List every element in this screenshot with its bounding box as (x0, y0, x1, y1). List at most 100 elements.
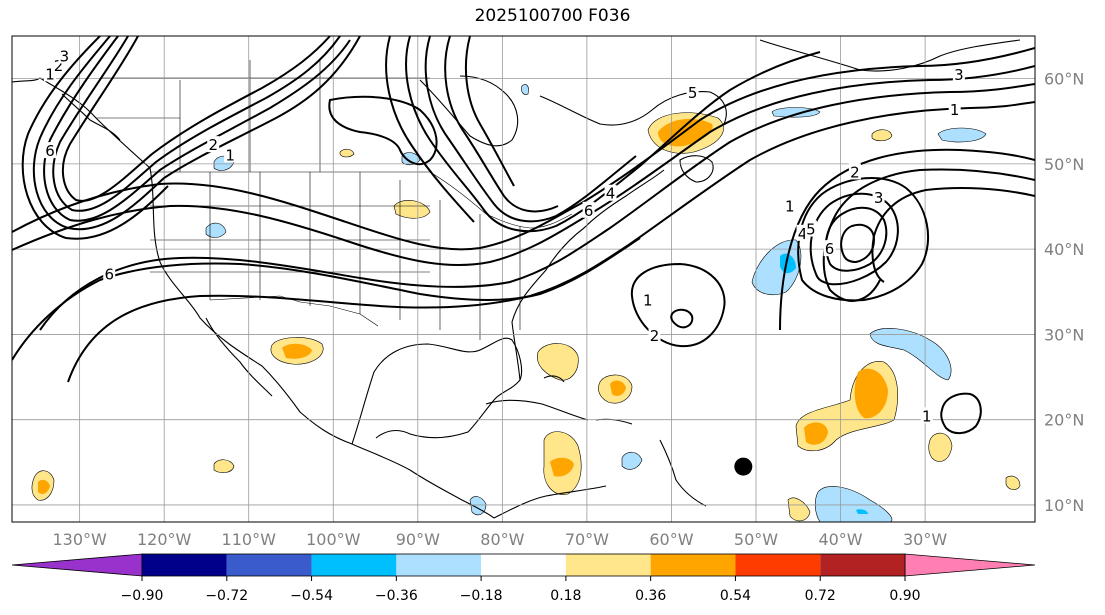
lon-tick-label: 70°W (565, 530, 609, 549)
colorbar-tick-label: 0.72 (805, 588, 836, 604)
contour-label-bg (872, 189, 885, 205)
contour-label: 1 (225, 146, 235, 164)
contour-label-bg (103, 265, 116, 282)
contour-label: 6 (104, 266, 114, 284)
contour-westerly-2 (12, 65, 1035, 267)
contour-label: 2 (850, 163, 860, 181)
colorbar-segment (735, 554, 821, 576)
contour-atlantic-low-7 (797, 177, 929, 302)
contour-label: 6 (825, 240, 835, 258)
contour-label: 1 (922, 407, 932, 425)
contour-ridge-1 (405, 36, 821, 233)
contour-label: 1 (950, 101, 960, 119)
lat-tick-label: 50°N (1044, 155, 1084, 174)
gridlines (12, 36, 1035, 522)
colorbar-segment (396, 554, 482, 576)
contour-label: 6 (584, 202, 594, 220)
colorbar-segment (311, 554, 397, 576)
colorbar-over-extend (904, 553, 1036, 577)
lat-tick-label: 20°N (1044, 411, 1084, 430)
lat-tick-label: 30°N (1044, 325, 1084, 344)
colorbar-segment (481, 554, 566, 576)
contour-hudson (328, 95, 438, 166)
contour-label-bg (686, 84, 699, 101)
contour-trough-pacific-5 (21, 36, 169, 240)
colorbar-tick-label: −0.72 (205, 588, 248, 604)
colorbar-tick-label: 0.90 (889, 588, 920, 604)
contour-label-bg (207, 136, 220, 153)
colorbar-tick-label: −0.90 (121, 588, 164, 604)
lon-tick-label: 120°W (137, 530, 192, 549)
lon-tick-label: 30°W (903, 530, 947, 549)
lon-tick-label: 60°W (649, 530, 693, 549)
contour-atlantic-low-2 (822, 168, 1035, 302)
contour-trough-pacific-1 (43, 36, 351, 222)
lon-tick-label: 80°W (480, 530, 524, 549)
lon-tick-label: 40°W (818, 530, 862, 549)
contour-label-bg (641, 291, 654, 308)
colorbar-segment (820, 554, 905, 576)
contour-westerly-3 (39, 83, 1035, 331)
contour-label: 4 (798, 225, 808, 243)
lon-tick-label: 50°W (734, 530, 778, 549)
colorbar-tick-label: 0.54 (720, 588, 751, 604)
colorbar-tick-label: 0.36 (635, 588, 666, 604)
contour-label-bg (44, 142, 57, 159)
colorbar-frame (141, 553, 906, 577)
contour-label-bg (783, 197, 796, 214)
storm-marker (734, 457, 753, 476)
contour-label-bg (920, 407, 933, 424)
contour-label: 1 (45, 65, 55, 83)
contour-label: 1 (643, 291, 653, 309)
contour-label: 2 (208, 136, 218, 154)
lon-tick-label: 110°W (222, 530, 277, 549)
contour-label: 1 (785, 198, 795, 216)
contour-atlantic-low-6 (840, 223, 876, 264)
contour-label: 2 (650, 327, 660, 345)
lat-tick-label: 40°N (1044, 240, 1084, 259)
contour-label-bg (224, 146, 237, 163)
colorbar-tick-label: 0.18 (550, 588, 581, 604)
colorbar-segment (650, 554, 736, 576)
contour-trough-pacific-3 (61, 36, 331, 202)
contour-east-atlantic (940, 392, 982, 434)
political-borders (96, 60, 573, 340)
contour-label: 2 (54, 57, 64, 75)
contour-label: 6 (45, 142, 55, 160)
contour-label-bg (582, 201, 595, 218)
contour-westerly-5 (12, 237, 641, 361)
shading-layer (31, 84, 1021, 522)
contour-label: 4 (606, 185, 616, 203)
colorbar-segment (142, 554, 227, 576)
contour-label-bg (58, 47, 71, 64)
lon-tick-label: 90°W (396, 530, 440, 549)
latitude-labels: 60°N 50°N 40°N 30°N 20°N 10°N (1044, 70, 1084, 515)
colorbar-tick-label: −0.36 (375, 588, 418, 604)
contour-label: 5 (688, 84, 698, 102)
contour-label-bg (952, 66, 965, 83)
contour-central-atlantic-2 (670, 308, 694, 329)
negative-anomaly-atlantic-east (869, 328, 952, 381)
contour-atlantic-low-4 (809, 192, 899, 286)
contour-label-bg (948, 101, 961, 118)
map-border (11, 35, 1036, 523)
contour-westerly-1 (12, 47, 1035, 251)
contour-atlantic-low-5 (825, 206, 888, 272)
contour-label-bg (604, 184, 617, 201)
contour-ridge-4 (464, 36, 515, 187)
contour-label-bg (848, 163, 861, 180)
contour-label: 3 (60, 47, 70, 65)
colorbar-segment (226, 554, 312, 576)
contour-label-bg (648, 327, 661, 344)
contour-label: 3 (954, 66, 964, 84)
colorbar-tick-label: −0.18 (460, 588, 503, 604)
contour-ridge-2 (424, 36, 637, 223)
lat-tick-label: 10°N (1044, 496, 1084, 515)
colorbar: −0.90 −0.72 −0.54 −0.36 −0.18 0.18 0.36 0.54 0.7… (11, 553, 1036, 604)
lat-tick-label: 60°N (1044, 70, 1084, 89)
colorbar-tick-label: −0.54 (290, 588, 333, 604)
lon-tick-label: 100°W (306, 530, 361, 549)
positive-anomaly-bahamas (537, 343, 579, 381)
